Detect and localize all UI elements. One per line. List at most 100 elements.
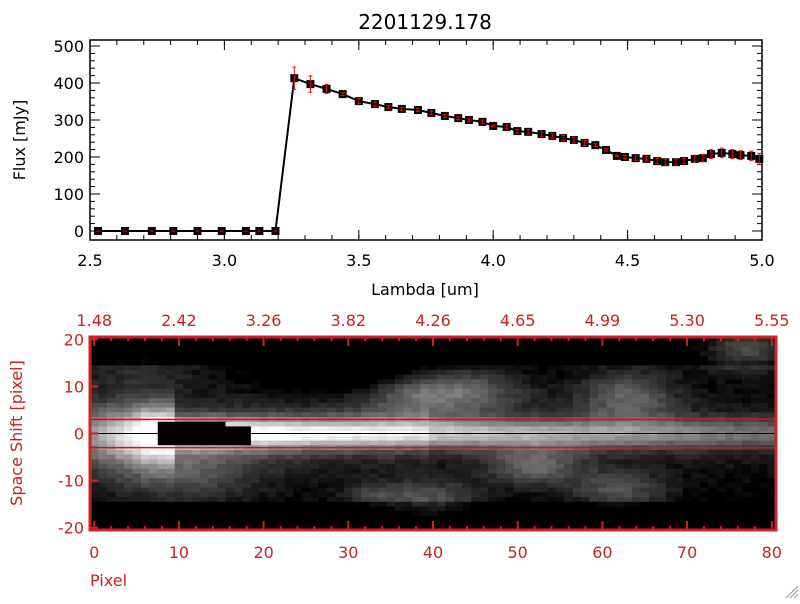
image-pixel [521, 454, 531, 460]
image-pixel [623, 473, 633, 479]
image-pixel [166, 506, 176, 512]
image-pixel [742, 402, 751, 409]
image-pixel [538, 478, 548, 484]
image-pixel [267, 407, 277, 413]
image-pixel [657, 487, 667, 493]
resize-grip-icon[interactable] [785, 585, 799, 599]
image-pixel [377, 351, 387, 357]
image-pixel [183, 407, 193, 413]
image-pixel [166, 515, 176, 521]
image-pixel [742, 473, 751, 479]
image-pixel [208, 341, 218, 347]
image-pixel [521, 355, 531, 361]
image-pixel [471, 351, 480, 357]
image-pixel [725, 497, 735, 503]
image-pixel [420, 482, 430, 489]
image-pixel [428, 355, 438, 361]
image-pixel [106, 360, 116, 366]
image-pixel [504, 407, 514, 413]
image-pixel [293, 459, 303, 465]
image-pixel [369, 355, 379, 361]
image-pixel [191, 351, 201, 357]
image-pixel [403, 454, 413, 460]
image-pixel [759, 369, 768, 376]
image-pixel [513, 478, 523, 484]
image-pixel [352, 398, 362, 404]
image-pixel [115, 412, 125, 418]
image-pixel [716, 355, 726, 361]
image-pixel [157, 355, 167, 361]
image-pixel [250, 360, 260, 366]
image-pixel [183, 487, 193, 493]
image-pixel [301, 426, 311, 432]
image-pixel [361, 454, 370, 460]
image-pixel [191, 407, 201, 413]
image-pixel [149, 369, 159, 376]
image-pixel [657, 384, 667, 390]
image-pixel [344, 421, 353, 427]
image-pixel [699, 492, 709, 498]
image-pixel [361, 341, 370, 347]
image-pixel [394, 393, 404, 399]
image-pixel [555, 337, 565, 343]
image-pixel [403, 506, 413, 512]
image-pixel [445, 374, 455, 380]
image-pixel [411, 351, 421, 357]
image-pixel [293, 501, 303, 507]
image-pixel [310, 501, 320, 507]
image-pixel [674, 360, 684, 366]
image-pixel [200, 511, 209, 517]
image-pixel [132, 398, 142, 404]
image-pixel [445, 398, 455, 404]
image-pixel [479, 506, 489, 512]
image-pixel [547, 511, 557, 517]
image-pixel [488, 369, 497, 376]
image-pixel [369, 501, 379, 507]
image-pixel [496, 421, 506, 427]
x-tick-label: 5.0 [749, 251, 774, 270]
image-pixel [750, 360, 760, 366]
image-pixel [217, 412, 226, 418]
image-pixel [123, 511, 133, 517]
image-pixel [733, 374, 743, 380]
image-pixel [250, 520, 260, 526]
image-pixel [615, 515, 624, 521]
image-pixel [310, 468, 320, 474]
image-pixel [742, 393, 751, 399]
image-pixel [589, 515, 599, 521]
image-pixel [140, 412, 150, 418]
image-pixel [411, 454, 421, 460]
image-pixel [174, 464, 184, 470]
image-pixel [471, 435, 480, 441]
image-pixel [496, 412, 506, 418]
image-pixel [733, 449, 743, 456]
image-pixel [411, 360, 421, 366]
image-pixel [386, 369, 396, 376]
image-pixel [640, 478, 650, 484]
image-pixel [267, 384, 277, 390]
image-pixel [682, 497, 692, 503]
image-pixel [369, 473, 379, 479]
image-pixel [217, 478, 226, 484]
image-pixel [538, 454, 548, 460]
image-pixel [403, 402, 413, 409]
image-pixel [225, 426, 235, 432]
image-pixel [344, 384, 353, 390]
image-pixel [200, 393, 209, 399]
image-pixel [445, 346, 455, 352]
image-pixel [598, 426, 608, 432]
image-pixel [132, 511, 142, 517]
image-pixel [166, 435, 176, 441]
image-pixel [140, 454, 150, 460]
image-pixel [648, 468, 658, 474]
image-pixel [157, 487, 167, 493]
image-pixel [377, 412, 387, 418]
image-pixel [564, 482, 574, 489]
image-pixel [454, 468, 464, 474]
image-pixel [183, 379, 193, 385]
top-wavelength-label: 3.26 [246, 311, 282, 330]
image-pixel [166, 398, 176, 404]
image-pixel [335, 388, 345, 394]
image-pixel [98, 497, 108, 503]
